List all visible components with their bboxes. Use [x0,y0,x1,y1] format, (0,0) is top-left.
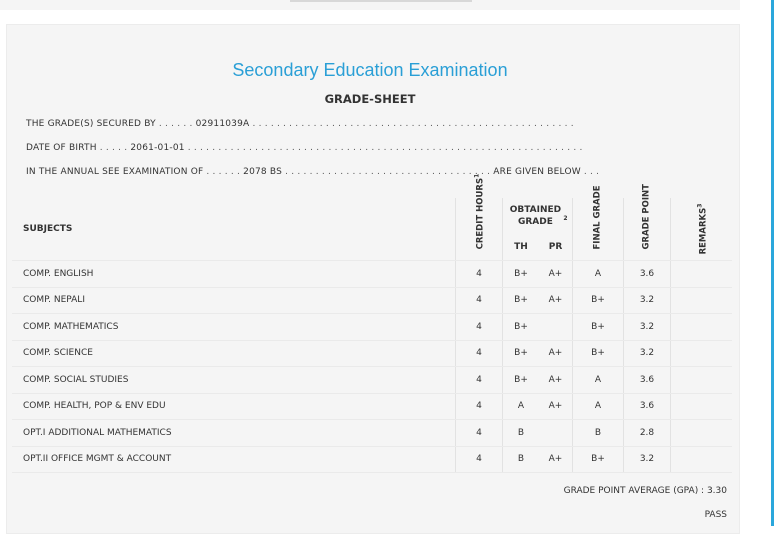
grade-point-cell: 3.2 [623,446,671,473]
th-grade-cell: A [502,393,539,420]
table-row: COMP. HEALTH, POP & ENV EDU 4 A A+ A 3.6 [12,393,732,420]
pr-grade-cell [539,419,573,447]
dob-line: DATE OF BIRTH . . . . . 2061-01-01 . . .… [26,143,583,153]
final-grade-cell: B [572,419,624,447]
pr-grade-cell: A+ [539,366,573,394]
remarks-cell [670,340,732,367]
page-title: Secondary Education Examination [232,60,508,80]
grade-table: SUBJECTS CREDIT HOURS1 OBTAINED GRADE 2 F… [12,173,732,473]
subject-cell: COMP. SCIENCE [12,340,456,367]
table-header-row: SUBJECTS CREDIT HOURS1 OBTAINED GRADE 2 F… [12,173,732,261]
th-grade-cell: B+ [502,260,539,288]
remarks-cell [670,446,732,473]
remarks-cell [670,313,732,341]
grade-point-cell: 3.6 [623,260,671,288]
th-grade-cell: B+ [502,366,539,394]
exam-line: IN THE ANNUAL SEE EXAMINATION OF . . . .… [26,167,600,177]
credit-hours-header: CREDIT HOURS1 [455,173,503,261]
subject-cell: COMP. ENGLISH [12,260,456,288]
grade-point-cell: 3.2 [623,313,671,341]
pr-header: PR [539,234,573,261]
result-status: PASS [704,510,727,520]
th-header: TH [502,234,539,261]
grade-point-cell: 2.8 [623,419,671,447]
pr-grade-cell: A+ [539,446,573,473]
pr-grade-cell: A+ [539,287,573,314]
table-row: COMP. SOCIAL STUDIES 4 B+ A+ A 3.6 [12,366,732,394]
final-grade-cell: B+ [572,446,624,473]
grade-point-cell: 3.6 [623,366,671,394]
grade-point-cell: 3.6 [623,393,671,420]
subject-cell: COMP. HEALTH, POP & ENV EDU [12,393,456,420]
credit-cell: 4 [455,393,503,420]
credit-cell: 4 [455,313,503,341]
final-grade-cell: A [572,393,624,420]
table-row: COMP. SCIENCE 4 B+ A+ B+ 3.2 [12,340,732,367]
pr-grade-cell: A+ [539,393,573,420]
grade-point-header: GRADE POINT [623,184,671,261]
grade-point-cell: 3.2 [623,340,671,367]
gpa-summary: GRADE POINT AVERAGE (GPA) : 3.30 [563,486,727,496]
table-row: OPT.II OFFICE MGMT & ACCOUNT 4 B A+ B+ 3… [12,446,732,473]
remarks-cell [670,287,732,314]
table-row: COMP. NEPALI 4 B+ A+ B+ 3.2 [12,287,732,314]
credit-cell: 4 [455,340,503,367]
final-grade-cell: B+ [572,287,624,314]
th-grade-cell: B+ [502,313,539,341]
remarks-header: REMARKS3 [670,198,732,261]
final-grade-cell: A [572,260,624,288]
th-grade-cell: B [502,419,539,447]
final-grade-cell: A [572,366,624,394]
pr-grade-cell: A+ [539,340,573,367]
remarks-cell [670,366,732,394]
final-grade-cell: B+ [572,340,624,367]
subject-cell: OPT.II OFFICE MGMT & ACCOUNT [12,446,456,473]
credit-cell: 4 [455,366,503,394]
remarks-cell [670,260,732,288]
pr-grade-cell: A+ [539,260,573,288]
exam-label: IN THE ANNUAL SEE EXAMINATION OF [26,167,204,177]
secured-by-line: THE GRADE(S) SECURED BY . . . . . . 0291… [26,119,574,129]
subject-cell: COMP. SOCIAL STUDIES [12,366,456,394]
grade-sheet-heading: GRADE-SHEET [324,92,416,106]
remarks-cell [670,393,732,420]
subject-cell: COMP. MATHEMATICS [12,313,456,341]
table-row: COMP. ENGLISH 4 B+ A+ A 3.6 [12,260,732,288]
scrollbar[interactable] [771,0,774,526]
subject-cell: COMP. NEPALI [12,287,456,314]
top-tab-indicator [290,0,472,2]
credit-cell: 4 [455,260,503,288]
credit-cell: 4 [455,419,503,447]
credit-cell: 4 [455,446,503,473]
credit-cell: 4 [455,287,503,314]
obtained-grade-header: OBTAINED GRADE 2 [502,198,573,234]
table-row: COMP. MATHEMATICS 4 B+ B+ 3.2 [12,313,732,341]
subjects-header: SUBJECTS [12,198,456,261]
th-grade-cell: B+ [502,287,539,314]
grade-point-cell: 3.2 [623,287,671,314]
th-grade-cell: B+ [502,340,539,367]
dob-label: DATE OF BIRTH [26,143,97,153]
dob-value: 2061-01-01 [130,143,185,153]
table-subheader-row: TH PR [12,234,732,261]
final-grade-cell: B+ [572,313,624,341]
symbol-number: 02911039A [195,119,250,129]
given-below-label: ARE GIVEN BELOW [493,167,581,177]
secured-label: THE GRADE(S) SECURED BY [26,119,156,129]
subject-cell: OPT.I ADDITIONAL MATHEMATICS [12,419,456,447]
final-grade-header: FINAL GRADE [572,186,624,261]
top-strip [0,0,740,10]
pr-grade-cell [539,313,573,341]
exam-year: 2078 BS [243,167,283,177]
table-row: OPT.I ADDITIONAL MATHEMATICS 4 B B 2.8 [12,419,732,447]
th-grade-cell: B [502,446,539,473]
remarks-cell [670,419,732,447]
